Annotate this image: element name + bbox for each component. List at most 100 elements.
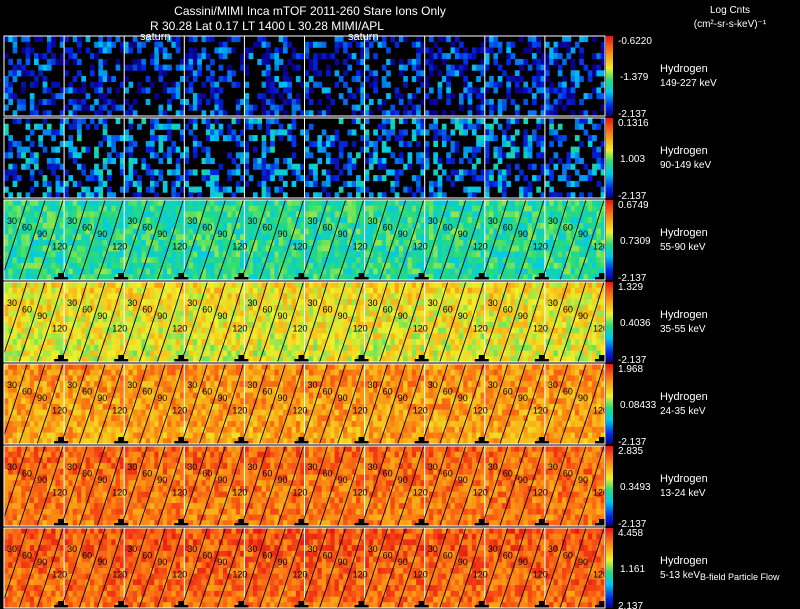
- contour-line: [517, 363, 545, 445]
- contour-label: 120: [413, 242, 428, 252]
- contour-line: [180, 199, 208, 281]
- saturn-label: saturn: [348, 31, 379, 43]
- contour-line: [457, 527, 485, 609]
- colorbar-min-label: 2.137: [618, 601, 643, 609]
- contour-label: 30: [127, 216, 137, 226]
- contour-label: 30: [247, 544, 257, 554]
- panel-4: 30 60 90 120 30 60 90 120 30 60 90 120 30 60 90 120 30 60…: [0, 281, 708, 369]
- contour-label: 90: [278, 475, 288, 485]
- contour-label: 90: [278, 557, 288, 567]
- contour-line: [96, 363, 124, 445]
- contour-line: [259, 281, 286, 363]
- contour-label: 30: [428, 462, 438, 472]
- colorbar-max-label: -0.6220: [618, 36, 652, 47]
- contour-label: 120: [172, 488, 187, 498]
- contour-label: 60: [443, 386, 453, 396]
- pointing-marker: [178, 601, 185, 609]
- contour-label: 120: [172, 570, 187, 580]
- contour-line: [577, 363, 605, 445]
- contour-label: 30: [308, 380, 318, 390]
- contour-label: 30: [488, 298, 498, 308]
- contour-label: 90: [97, 475, 107, 485]
- contour-line: [138, 281, 166, 363]
- colorbar-max-label: 2.835: [618, 446, 643, 457]
- contour-label: 120: [473, 570, 488, 580]
- contour-label: 90: [338, 311, 348, 321]
- colorbar-max-label: 1.968: [618, 364, 643, 375]
- contour-overlay: 30 60 90 120 30 60 90 120 30 60 90 120 30 60 90 120 30 60…: [0, 445, 608, 527]
- panel-border: [3, 363, 606, 445]
- contour-label: 30: [247, 216, 257, 226]
- energy-range-label: 90-149 keV: [660, 160, 711, 171]
- contour-line: [216, 527, 244, 609]
- contour-line: [499, 281, 527, 363]
- contour-label: 30: [368, 216, 378, 226]
- contour-label: 90: [157, 475, 167, 485]
- contour-label: 90: [518, 311, 528, 321]
- contour-line: [259, 199, 286, 281]
- contour-label: 60: [22, 304, 32, 314]
- contour-line: [481, 527, 509, 609]
- contour-label: 120: [293, 406, 308, 416]
- contour-label: 120: [413, 570, 428, 580]
- contour-line: [96, 281, 124, 363]
- contour-line: [18, 445, 46, 527]
- contour-label: 90: [37, 311, 47, 321]
- contour-line: [559, 527, 587, 609]
- contour-label: 120: [52, 242, 67, 252]
- heatmap-cells: [4, 200, 606, 281]
- contour-line: [277, 363, 304, 445]
- contour-label: 60: [563, 386, 573, 396]
- colorbar-mid-label: 0.08433: [620, 400, 657, 411]
- contour-label: 90: [578, 229, 588, 239]
- contour-label: 30: [187, 544, 197, 554]
- contour-label: 90: [518, 557, 528, 567]
- contour-label: 90: [458, 393, 468, 403]
- contour-label: 90: [398, 475, 408, 485]
- contour-label: 60: [563, 222, 573, 232]
- contour-label: 60: [383, 304, 393, 314]
- contour-label: 60: [202, 304, 212, 314]
- contour-line: [198, 363, 226, 445]
- colorbar-mid-label: 0.3493: [620, 482, 651, 493]
- contour-line: [96, 527, 124, 609]
- contour-label: 60: [22, 550, 32, 560]
- contour-label: 30: [308, 544, 318, 554]
- contour-line: [120, 281, 148, 363]
- species-label: Hydrogen: [660, 145, 708, 157]
- contour-line: [156, 445, 184, 527]
- colorbar-max-label: 1.329: [618, 282, 643, 293]
- contour-label: 60: [22, 222, 32, 232]
- colorbar: [606, 446, 613, 526]
- contour-line: [216, 445, 244, 527]
- contour-label: 90: [338, 229, 348, 239]
- contour-line: [78, 363, 106, 445]
- contour-label: 120: [293, 488, 308, 498]
- contour-line: [120, 199, 148, 281]
- contour-line: [216, 199, 244, 281]
- contour-line: [301, 363, 328, 445]
- contour-line: [78, 445, 106, 527]
- contour-line: [216, 281, 244, 363]
- species-label: Hydrogen: [660, 63, 708, 75]
- contour-label: 120: [413, 324, 428, 334]
- contour-label: 90: [157, 557, 167, 567]
- contour-line: [301, 199, 328, 281]
- contour-label: 90: [37, 393, 47, 403]
- contour-overlay: 30 60 90 120 30 60 90 120 30 60 90 120 30 60 90 120 30 60…: [0, 199, 608, 281]
- contour-line: [439, 527, 467, 609]
- contour-label: 30: [247, 380, 257, 390]
- contour-label: 60: [142, 550, 152, 560]
- contour-label: 30: [187, 298, 197, 308]
- contour-label: 60: [503, 386, 513, 396]
- contour-line: [577, 281, 605, 363]
- contour-label: 120: [293, 324, 308, 334]
- contour-label: 120: [52, 324, 67, 334]
- pointing-marker: [358, 601, 365, 609]
- contour-label: 120: [533, 488, 548, 498]
- contour-line: [180, 281, 208, 363]
- contour-label: 90: [338, 393, 348, 403]
- contour-line: [240, 445, 268, 527]
- contour-line: [439, 281, 467, 363]
- contour-label: 60: [262, 550, 272, 560]
